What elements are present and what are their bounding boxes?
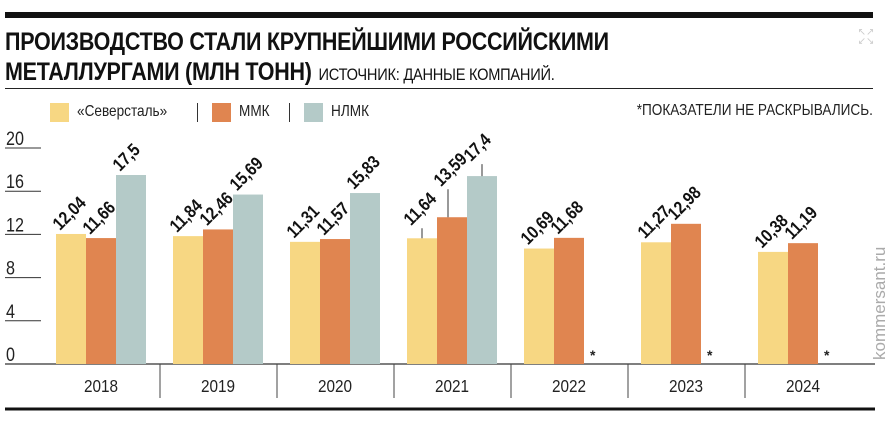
legend-swatch — [212, 102, 232, 122]
x-tick-label: 2018 — [84, 376, 118, 396]
legend-item-mmk: ММК — [197, 102, 289, 122]
bar-ММК-2022 — [554, 237, 584, 364]
bar-Северсталь-2024 — [758, 251, 788, 364]
y-tick-label: 16 — [6, 171, 24, 193]
not-disclosed-marker: * — [590, 347, 596, 363]
bar-ММК-2024 — [788, 243, 818, 364]
bar-Северсталь-2022 — [524, 248, 554, 364]
data-label: 15,83 — [343, 152, 385, 194]
data-label: 11,57 — [313, 198, 354, 239]
data-label: 15,69 — [226, 153, 268, 195]
bar-Северсталь-2019 — [173, 236, 203, 364]
bar-НЛМК-2019 — [233, 194, 263, 364]
top-rule — [5, 12, 873, 18]
expand-icon[interactable]: ↖↗ ↙↘ — [857, 27, 875, 47]
y-tick-label: 12 — [6, 214, 24, 236]
legend-item-nlmk: НЛМК — [289, 102, 390, 122]
bar-Северсталь-2023 — [641, 242, 671, 364]
x-tick-label: 2019 — [201, 376, 235, 396]
header-divider — [5, 88, 873, 89]
legend-item-severstal: «Северсталь» — [36, 102, 197, 122]
x-tick-label: 2024 — [786, 376, 820, 396]
chart-title-line1: ПРОИЗВОДСТВО СТАЛИ КРУПНЕЙШИМИ РОССИЙСКИ… — [5, 28, 609, 56]
not-disclosed-marker: * — [707, 347, 713, 363]
bar-ММК-2023 — [671, 223, 701, 364]
legend-label: ММК — [239, 103, 270, 120]
bar-Северсталь-2020 — [290, 241, 320, 364]
data-label: 11,19 — [781, 202, 822, 243]
data-label: 11,68 — [547, 197, 588, 238]
bar-НЛМК-2018 — [116, 175, 146, 364]
y-tick-label: 8 — [6, 257, 15, 279]
legend-swatch — [50, 102, 69, 122]
bar-Северсталь-2021 — [407, 238, 437, 364]
x-tick-label: 2021 — [435, 376, 469, 396]
y-tick-label: 20 — [6, 128, 24, 150]
watermark: kommersant.ru — [870, 246, 889, 360]
data-label: 11,64 — [400, 188, 441, 229]
chart-title-line2: МЕТАЛЛУРГАМИ (МЛН ТОНН) ИСТОЧНИК: ДАННЫЕ … — [5, 58, 555, 87]
data-label: 17,5 — [109, 140, 145, 176]
bar-ММК-2019 — [203, 229, 233, 364]
bar-ММК-2021 — [437, 217, 467, 364]
x-tick-label: 2022 — [552, 376, 586, 396]
legend-swatch — [304, 102, 324, 122]
bar-Северсталь-2018 — [56, 233, 86, 364]
bar-НЛМК-2020 — [350, 193, 380, 364]
bar-ММК-2020 — [320, 239, 350, 364]
x-tick-label: 2023 — [669, 376, 703, 396]
not-disclosed-marker: * — [824, 347, 830, 363]
chart-title-line2-text: МЕТАЛЛУРГАМИ (МЛН ТОНН) — [5, 58, 312, 86]
legend: «Северсталь» ММК НЛМК — [36, 98, 390, 126]
bar-НЛМК-2021 — [467, 176, 497, 364]
legend-label: «Северсталь» — [77, 103, 168, 120]
y-tick-label: 0 — [6, 344, 15, 366]
x-tick-label: 2020 — [318, 376, 352, 396]
y-tick-label: 4 — [6, 301, 15, 323]
bar-ММК-2018 — [86, 238, 116, 364]
legend-label: НЛМК — [331, 103, 370, 120]
source-text: ИСТОЧНИК: ДАННЫЕ КОМПАНИЙ. — [318, 65, 555, 84]
data-label: 12,46 — [196, 188, 238, 230]
footnote: *ПОКАЗАТЕЛИ НЕ РАСКРЫВАЛИСЬ. — [636, 102, 873, 119]
